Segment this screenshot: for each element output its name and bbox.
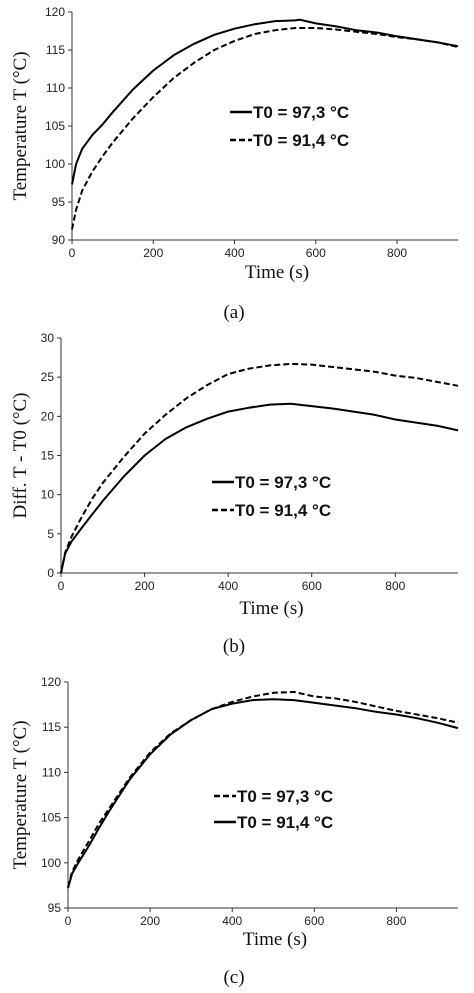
x-tick-label: 200 (135, 579, 155, 593)
x-tick-label: 600 (302, 579, 322, 593)
x-tick-label: 800 (387, 246, 407, 260)
legend: T0 = 97,3 °C T0 = 91,4 °C (214, 787, 333, 832)
y-tick-label: 110 (46, 81, 65, 95)
chart-panel-2: 0 5 10 15 20 25 30 0 200 400 600 800 Time (s) Diff. T… (10, 331, 459, 657)
y-tick-label: 0 (47, 566, 54, 580)
x-axis-title: Time (s) (245, 262, 309, 283)
legend-label: T0 = 91,4 °C (253, 131, 349, 150)
y-tick-label: 105 (41, 811, 61, 825)
panel-label: (b) (223, 636, 245, 657)
y-tick-label: 15 (41, 449, 55, 463)
y-tick-label: 120 (45, 5, 65, 19)
legend-label: T0 = 91,4 °C (235, 501, 331, 520)
panel-label: (a) (223, 302, 244, 323)
x-tick-label: 0 (58, 579, 65, 593)
y-tick-label: 120 (41, 675, 61, 689)
x-tick-label: 800 (386, 914, 406, 928)
y-tick-label: 5 (47, 527, 54, 541)
y-tick-label: 115 (42, 720, 61, 734)
y-tick-label: 30 (41, 331, 55, 345)
x-tick-label: 0 (69, 246, 76, 260)
y-tick-label: 115 (46, 43, 65, 57)
series-line-1 (71, 18, 459, 185)
legend-label: T0 = 91,4 °C (237, 813, 333, 832)
y-tick-label: 25 (41, 370, 55, 384)
x-tick-label: 400 (222, 914, 242, 928)
y-tick-label: 100 (45, 157, 65, 171)
x-axis-title: Time (s) (243, 929, 307, 950)
y-axis-title: Temperature T (°C) (10, 51, 31, 200)
x-tick-label: 200 (140, 914, 160, 928)
legend-label: T0 = 97,3 °C (237, 787, 333, 806)
x-tick-label: 200 (143, 246, 163, 260)
series-line-2 (67, 698, 459, 889)
y-axis-title: Temperature T (°C) (10, 720, 31, 869)
y-tick-label: 95 (52, 195, 66, 209)
x-tick-label: 800 (385, 579, 405, 593)
y-tick-label: 95 (48, 901, 62, 915)
y-tick-label: 110 (42, 765, 61, 779)
legend: T0 = 97,3 °C T0 = 91,4 °C (230, 103, 349, 150)
x-tick-label: 600 (306, 246, 326, 260)
panel-label: (c) (223, 967, 244, 988)
legend-label: T0 = 97,3 °C (235, 473, 331, 492)
y-axis-title: Diff. T - T0 (°C) (10, 393, 31, 519)
series-line-2 (60, 362, 459, 574)
chart-panel-1: 90 95 100 105 110 115 120 0 200 400 600 800 Time (s)… (10, 5, 459, 323)
x-tick-label: 0 (65, 914, 72, 928)
series-line-1 (60, 402, 459, 574)
x-tick-label: 400 (225, 246, 245, 260)
x-tick-label: 400 (218, 579, 238, 593)
legend-label: T0 = 97,3 °C (253, 103, 349, 122)
x-axis-title: Time (s) (239, 598, 303, 619)
series-line-1 (67, 690, 459, 888)
series-line-2 (71, 27, 459, 230)
y-tick-label: 105 (45, 119, 65, 133)
y-tick-label: 100 (41, 856, 61, 870)
y-tick-label: 90 (52, 233, 66, 247)
y-tick-label: 10 (41, 488, 55, 502)
legend: T0 = 97,3 °C T0 = 91,4 °C (212, 473, 331, 520)
y-tick-label: 20 (41, 409, 55, 423)
chart-panel-3: 95 100 105 110 115 120 0 200 400 600 800 Time (s) Te… (10, 675, 459, 988)
x-tick-label: 600 (304, 914, 324, 928)
